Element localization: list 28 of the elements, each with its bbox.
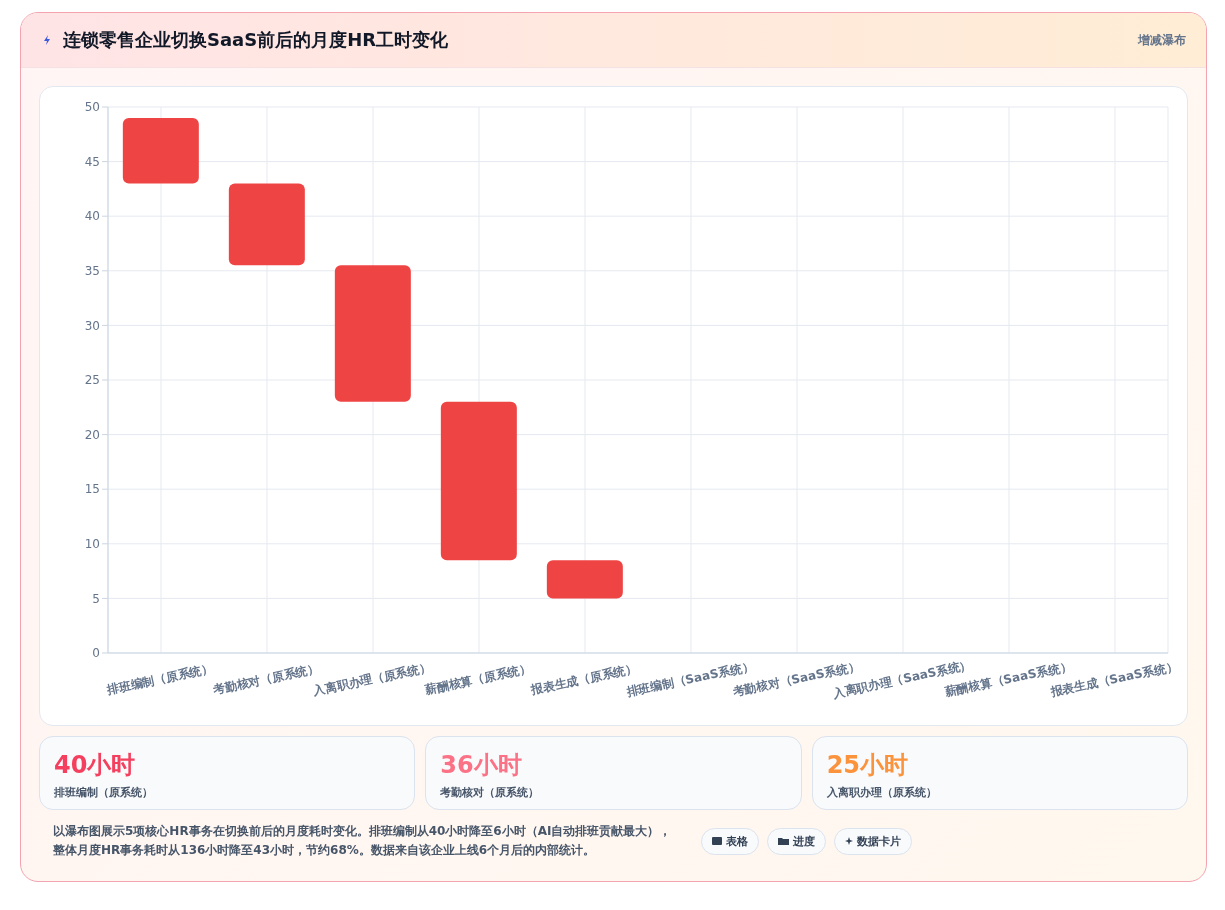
text: 增减瀑布 bbox=[1138, 31, 1186, 49]
y-tick-label: 35 bbox=[84, 264, 100, 279]
text: 40小时 bbox=[54, 750, 137, 781]
y-tick-label: 0 bbox=[92, 646, 100, 661]
y-tick-label: 50 bbox=[84, 100, 100, 115]
text: 入离职办理（原系统） bbox=[826, 785, 938, 800]
text: 排班编制（原系统） bbox=[54, 785, 154, 800]
text: 数据卡片 bbox=[834, 827, 912, 855]
bar bbox=[546, 560, 623, 599]
bar bbox=[122, 117, 199, 184]
y-tick-label: 10 bbox=[84, 537, 100, 552]
text: 进度 bbox=[767, 827, 826, 855]
bar bbox=[440, 401, 517, 561]
y-tick-label: 25 bbox=[84, 373, 100, 388]
y-tick-label: 5 bbox=[92, 591, 100, 606]
text: 考勤核对（原系统） bbox=[440, 785, 541, 800]
bar bbox=[334, 265, 411, 402]
text: 25小时 bbox=[826, 750, 910, 781]
y-tick-label: 15 bbox=[84, 482, 100, 497]
y-tick-label: 45 bbox=[84, 154, 100, 169]
chart-title: 连锁零售企业切换SaaS前后的月度HR工时变化 bbox=[63, 28, 449, 52]
text: 以瀑布图展示5项核心HR事务在切换前后的月度耗时变化。排班编制从40小时降至6小时（AI自动排班贡献最大），整体月度HR事务耗时从136小时降至43小时，节约68%。数据来自该企业上线6个月后的内部统计。 bbox=[53, 823, 673, 859]
text: 36小时 bbox=[440, 750, 523, 781]
y-tick-label: 40 bbox=[84, 209, 100, 224]
y-tick-label: 20 bbox=[84, 427, 100, 442]
bar bbox=[228, 183, 305, 266]
y-tick-label: 30 bbox=[84, 318, 100, 333]
text: 表格 bbox=[701, 827, 759, 855]
